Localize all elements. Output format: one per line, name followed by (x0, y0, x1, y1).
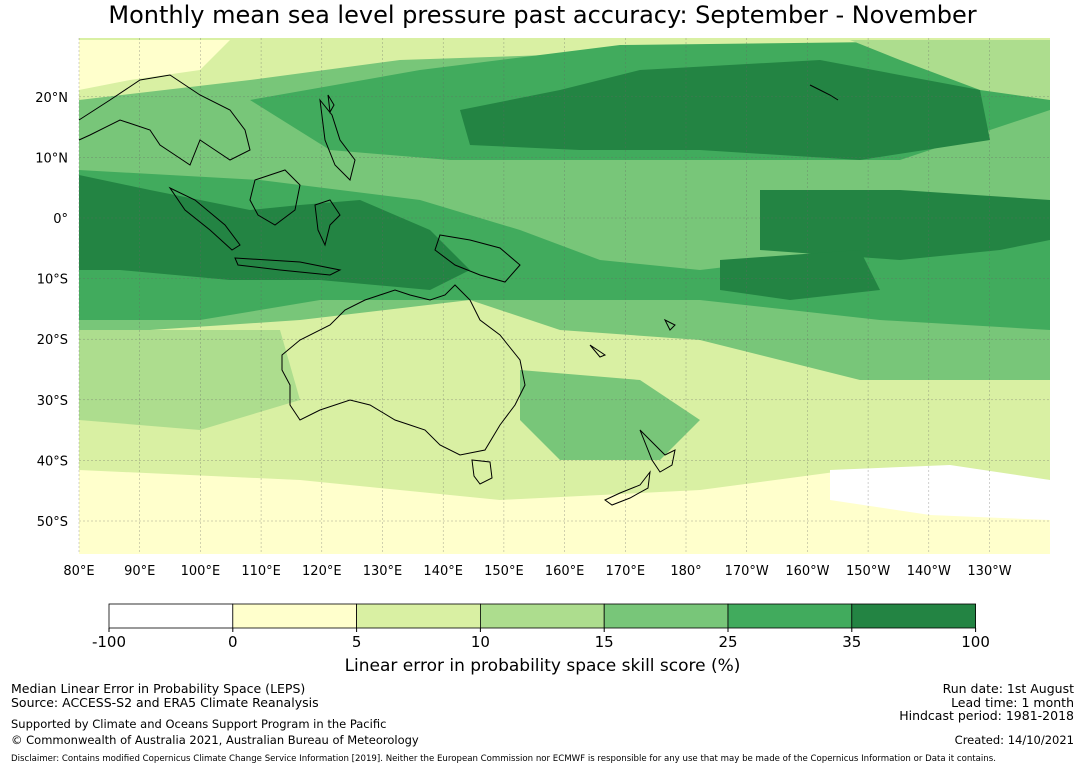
colorbar-segment (851, 603, 976, 629)
lon-label: 130°W (967, 564, 1011, 579)
colorbar-segment (727, 603, 853, 629)
info-support: Supported by Climate and Oceans Support … (11, 717, 387, 731)
lat-label: 20°N (35, 91, 68, 106)
lon-label: 100°E (181, 564, 221, 579)
hawaii-coast (809, 84, 839, 101)
colorbar-tick-label: 0 (228, 633, 238, 651)
borneo-coast (249, 169, 301, 226)
info-metric: Median Linear Error in Probability Space… (11, 681, 306, 696)
graticule (78, 38, 1050, 554)
lon-label: 180° (670, 564, 701, 579)
skill-score-map: 80°E 90°E 100°E 110°E 120°E 130°E 140°E 150°E 16… (35, 38, 1050, 651)
region-35-100-eq (79, 175, 470, 290)
lon-label: 150°E (484, 564, 524, 579)
lon-label: 140°W (907, 564, 951, 579)
colorbar (108, 603, 976, 629)
asia-coast (78, 74, 251, 166)
latitude-labels: 20°N 10°N 0° 10°S 20°S 30°S 40°S 50°S (35, 91, 68, 530)
info-run-date: Run date: 1st August (942, 681, 1074, 696)
philippines-coast (319, 98, 356, 181)
region-below-zero (830, 465, 1050, 520)
taiwan-coast (327, 94, 335, 114)
sulawesi-coast (314, 199, 341, 247)
lon-label: 90°E (124, 564, 155, 579)
lat-label: 0° (53, 212, 68, 227)
lat-label: 10°S (37, 273, 68, 288)
colorbar-segment (232, 603, 358, 629)
colorbar-tick-label: 10 (471, 633, 490, 651)
coastlines (78, 74, 839, 506)
info-copyright: © Commonwealth of Australia 2021, Austra… (11, 733, 419, 747)
new-caledonia-coast (589, 344, 607, 358)
new-zealand-south (604, 470, 651, 506)
sumatra-coast (168, 186, 241, 251)
region-35-100-north (460, 60, 990, 160)
java-coast (234, 257, 342, 276)
new-zealand-north (639, 429, 676, 473)
lon-label: 140°E (423, 564, 463, 579)
skill-field (79, 40, 1050, 554)
lon-label: 120°E (302, 564, 342, 579)
lon-label: 110°E (241, 564, 281, 579)
lon-label: 80°E (63, 564, 94, 579)
info-lead-time: Lead time: 1 month (951, 695, 1074, 710)
lon-label: 170°E (606, 564, 646, 579)
lon-label: 130°E (363, 564, 403, 579)
tasmania-coast (471, 459, 493, 485)
lon-label: 170°W (725, 564, 769, 579)
new-guinea-coast (434, 234, 521, 283)
region-35-100-east2 (720, 250, 880, 300)
disclaimer: Disclaimer: Contains modified Copernicus… (11, 754, 996, 764)
region-35-100-east (760, 190, 1050, 260)
region-5-10-north (850, 40, 1050, 100)
fiji-coast (663, 318, 676, 331)
colorbar-tick-label: 5 (352, 633, 362, 651)
colorbar-label: Linear error in probability space skill … (344, 656, 741, 676)
colorbar-segment (603, 603, 729, 629)
colorbar-tick-label: 100 (961, 633, 990, 651)
colorbar-segment (479, 603, 605, 629)
info-hindcast: Hindcast period: 1981-2018 (899, 708, 1074, 723)
australia-coast (281, 284, 526, 456)
map-title: Monthly mean sea level pressure past acc… (108, 1, 977, 29)
info-created: Created: 14/10/2021 (954, 733, 1074, 747)
lon-label: 150°W (846, 564, 890, 579)
colorbar-tick-label: 35 (842, 633, 861, 651)
colorbar-segment (108, 603, 234, 629)
colorbar-ticks: -100 0 5 10 15 25 35 100 (92, 628, 990, 651)
info-source: Source: ACCESS-S2 and ERA5 Climate Reana… (11, 695, 319, 710)
colorbar-tick-label: 15 (595, 633, 614, 651)
lat-label: 50°S (37, 515, 68, 530)
lon-label: 160°E (545, 564, 585, 579)
longitude-labels: 80°E 90°E 100°E 110°E 120°E 130°E 140°E 150°E 16… (63, 564, 1011, 579)
region-10-15-south (79, 330, 300, 430)
colorbar-tick-label: 25 (718, 633, 737, 651)
lat-label: 10°N (35, 151, 68, 166)
region-15-25-south (520, 370, 700, 460)
lat-label: 20°S (37, 333, 68, 348)
lon-label: 160°W (785, 564, 829, 579)
colorbar-tick-label: -100 (92, 633, 126, 651)
colorbar-segment (356, 603, 481, 629)
lat-label: 40°S (37, 454, 68, 469)
region-0-5-north (79, 40, 230, 90)
lat-label: 30°S (37, 394, 68, 409)
